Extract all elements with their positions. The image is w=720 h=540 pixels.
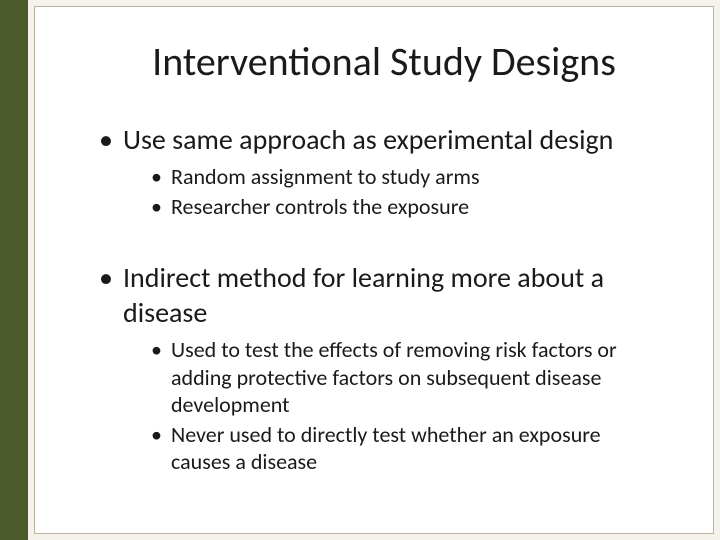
- bullet-level2: Never used to directly test whether an e…: [123, 421, 663, 476]
- bullet-level2: Used to test the effects of removing ris…: [123, 336, 663, 419]
- sidebar-accent: [0, 0, 28, 540]
- bullet-text: Used to test the effects of removing ris…: [171, 336, 617, 418]
- bullet-text: Indirect method for learning more about …: [123, 260, 604, 330]
- slide: Interventional Study Designs Use same ap…: [0, 0, 720, 540]
- bullet-level1: Use same approach as experimental design…: [95, 122, 663, 220]
- slide-title: Interventional Study Designs: [95, 37, 673, 86]
- bullet-text: Never used to directly test whether an e…: [171, 421, 601, 476]
- bullet-text: Random assignment to study arms: [171, 163, 480, 190]
- spacer: [95, 238, 663, 260]
- bullet-text: Researcher controls the exposure: [171, 193, 469, 220]
- bullet-level2: Researcher controls the exposure: [123, 193, 663, 221]
- bullet-level1: Indirect method for learning more about …: [95, 260, 663, 476]
- bullet-text: Use same approach as experimental design: [123, 122, 613, 157]
- slide-inner-frame: Interventional Study Designs Use same ap…: [34, 6, 714, 534]
- bullet-level2: Random assignment to study arms: [123, 163, 663, 191]
- slide-content: Use same approach as experimental design…: [95, 122, 663, 494]
